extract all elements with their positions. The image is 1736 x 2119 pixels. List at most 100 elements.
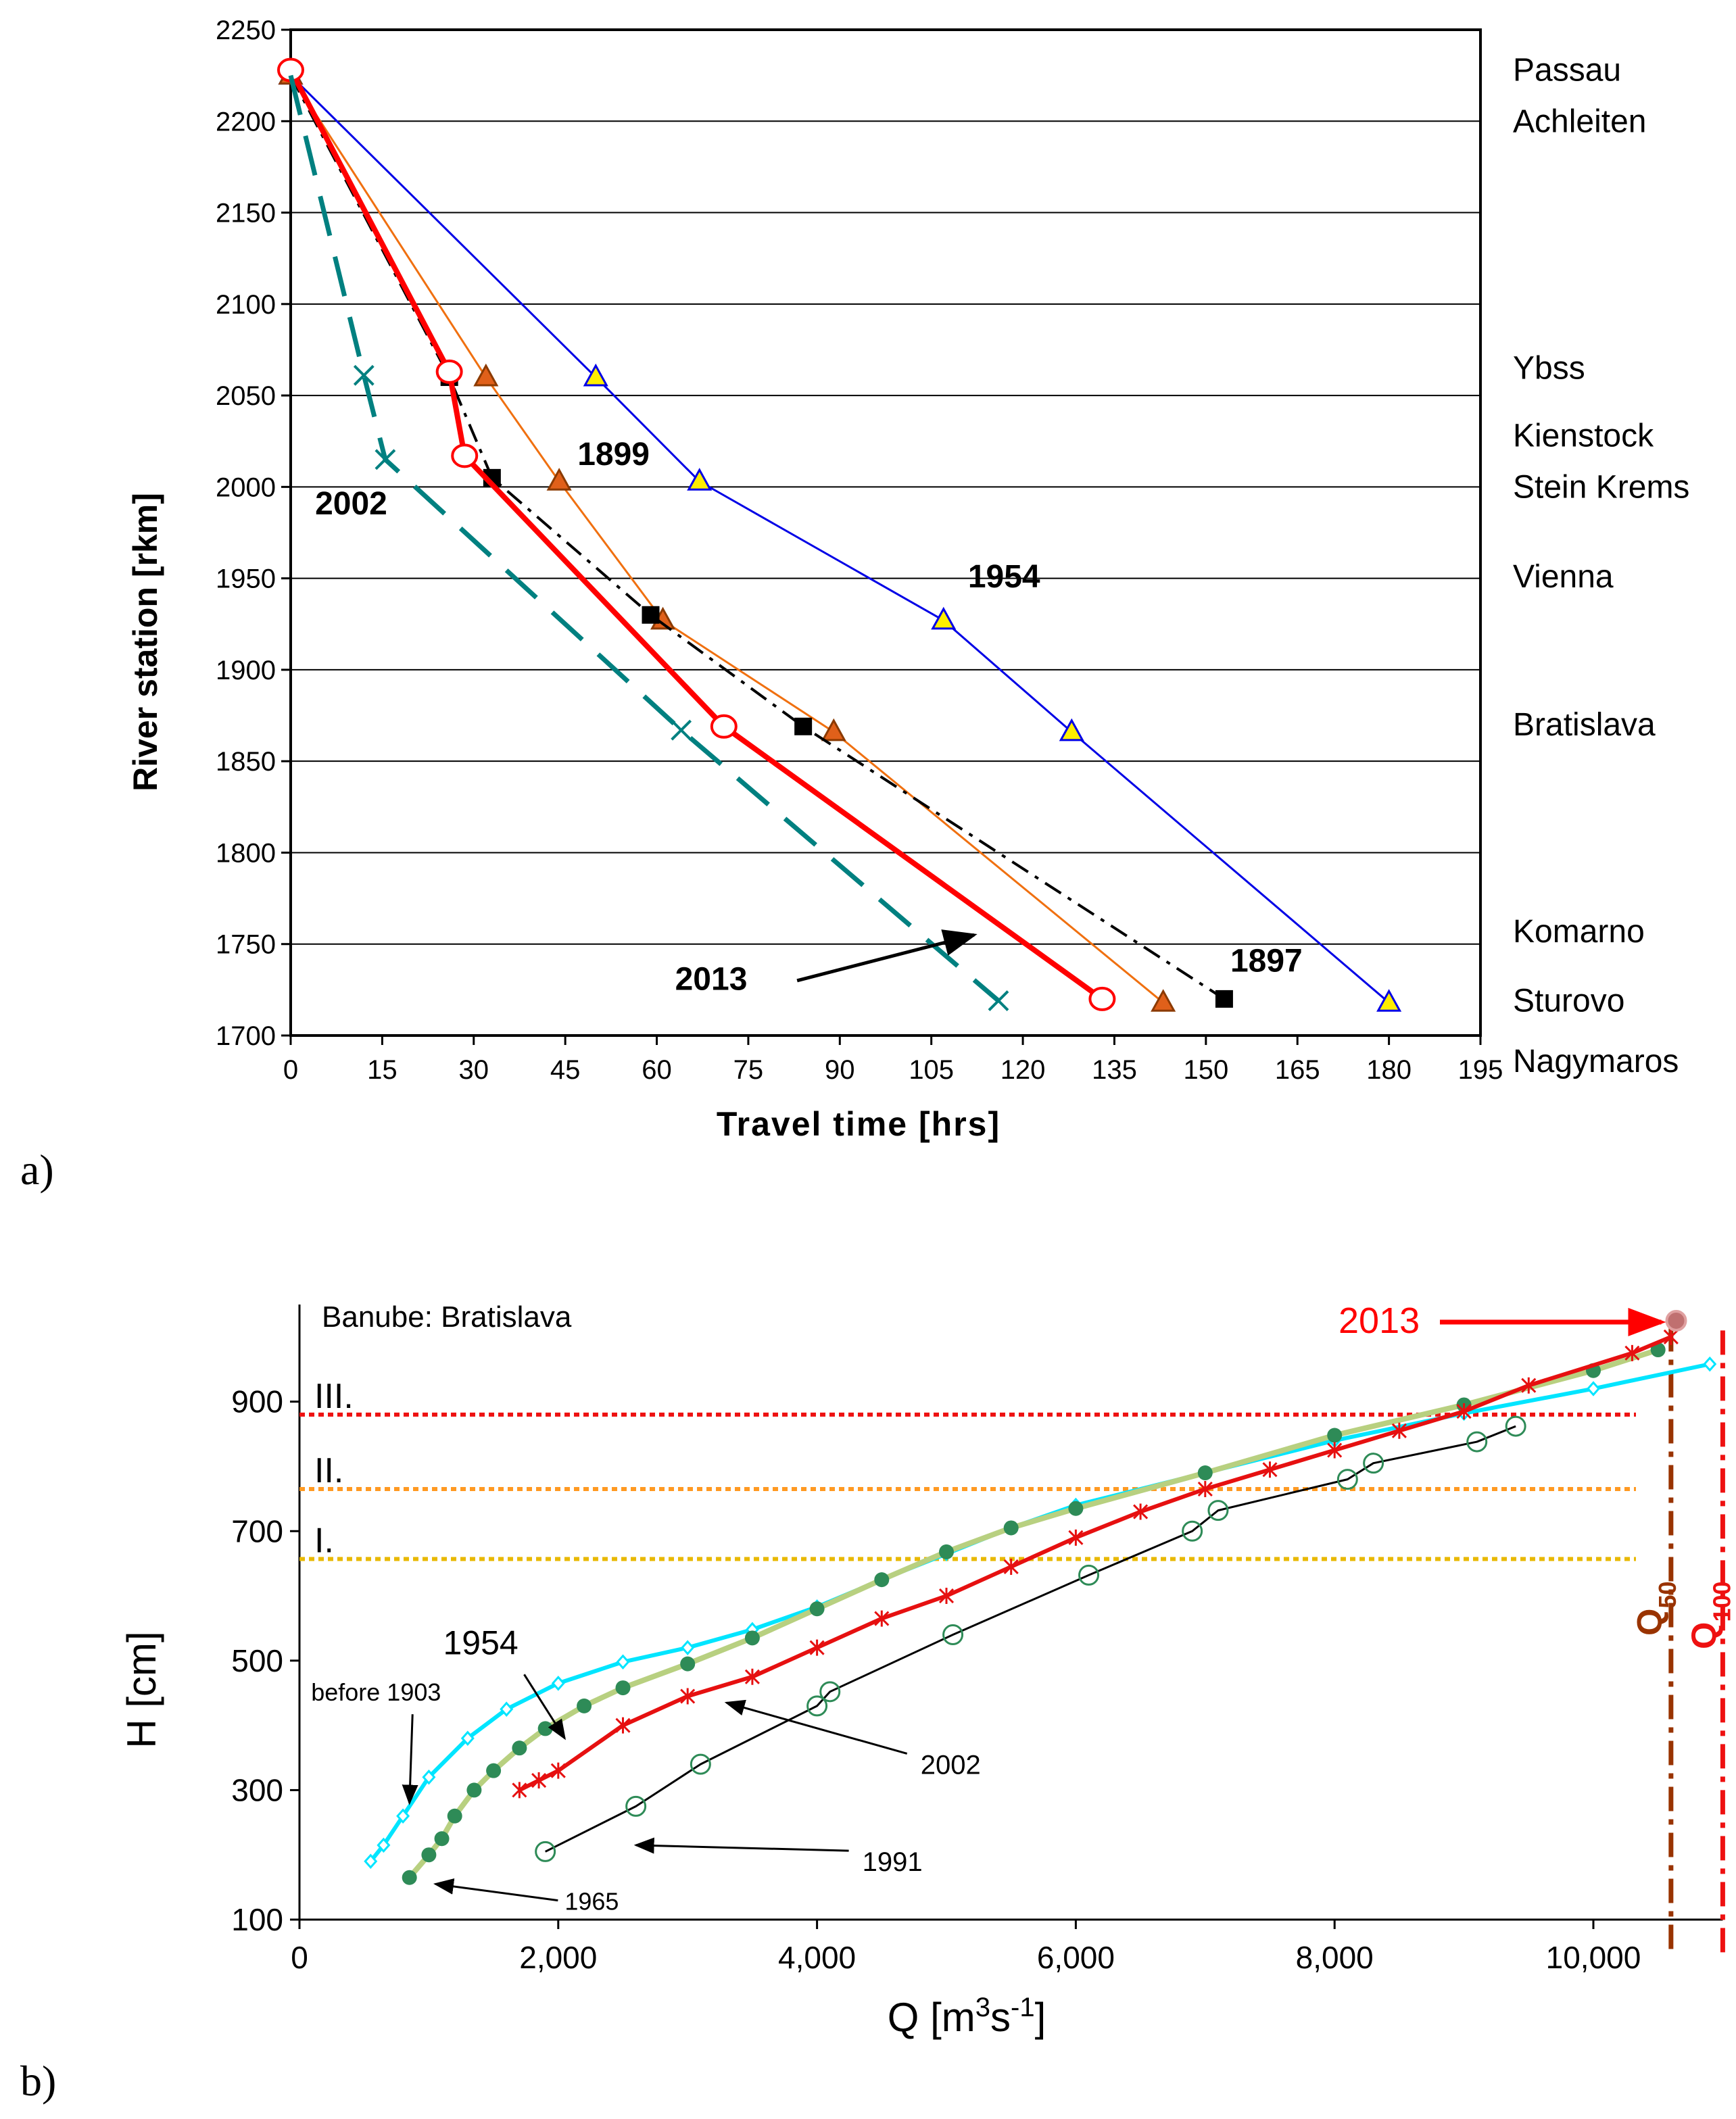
point-1954-12 bbox=[809, 1601, 825, 1617]
station-label-achleiten: Achleiten bbox=[1513, 103, 1646, 139]
point-2002-1 bbox=[531, 1772, 547, 1789]
threshold-label-i: I. bbox=[314, 1521, 334, 1560]
tick-label-x-180: 180 bbox=[1366, 1055, 1412, 1085]
point-1954-2 bbox=[434, 1831, 450, 1847]
chart-a-x-axis-label: Travel time [hrs] bbox=[717, 1105, 1000, 1143]
point-1897-4 bbox=[794, 717, 813, 735]
point-2002-6 bbox=[809, 1639, 825, 1656]
annotation-label-2002: 2002 bbox=[921, 1750, 981, 1780]
tick-label-x-150: 150 bbox=[1183, 1055, 1228, 1085]
series-line-2002 bbox=[519, 1335, 1672, 1793]
tick-label-y-2150: 2150 bbox=[216, 199, 276, 228]
discharge-label-q-sub: 100 bbox=[1708, 1581, 1735, 1622]
point-2002-7 bbox=[874, 1610, 890, 1627]
point-before-1903-2 bbox=[396, 1808, 410, 1824]
station-label-kienstock: Kienstock bbox=[1513, 418, 1654, 454]
point-2002-0 bbox=[512, 1782, 527, 1799]
tick-label-y-2000: 2000 bbox=[216, 472, 276, 502]
tick-label-y-2050: 2050 bbox=[216, 381, 276, 411]
point-2002-16 bbox=[1456, 1403, 1472, 1420]
point-1954-16 bbox=[1068, 1501, 1084, 1516]
point-before-1903-4 bbox=[460, 1730, 475, 1747]
station-label-passau: Passau bbox=[1513, 53, 1621, 89]
point-1954-1 bbox=[583, 363, 608, 387]
chart-b-2013-peak: 2013 bbox=[1339, 1300, 1687, 1341]
annotation-arrow-before-1903 bbox=[402, 1714, 418, 1805]
chart-b-axes bbox=[298, 1305, 1723, 1921]
point-2002-1 bbox=[353, 364, 375, 386]
x-label-end: ] bbox=[1035, 1995, 1046, 2040]
tick-label-y-1750: 1750 bbox=[216, 930, 276, 960]
point-before-1903-7 bbox=[616, 1654, 630, 1670]
discharge-label-q-sub: 50 bbox=[1653, 1582, 1681, 1609]
peak-2013-marker bbox=[1665, 1309, 1687, 1332]
point-1899-4 bbox=[821, 718, 846, 741]
point-before-1903-3 bbox=[422, 1770, 436, 1785]
chart-a: 1700175018001850190019502000205021002150… bbox=[20, 16, 1689, 1194]
series-label-2002: 2002 bbox=[315, 486, 387, 522]
point-1954-3 bbox=[931, 606, 957, 630]
point-2002-2 bbox=[375, 449, 396, 470]
series-line-2013 bbox=[288, 68, 1104, 1002]
point-1991-3 bbox=[806, 1695, 828, 1717]
series-line-1954 bbox=[407, 1347, 1659, 1880]
annotation-arrow-1991 bbox=[633, 1837, 849, 1854]
point-1954-15 bbox=[1003, 1520, 1019, 1536]
tick-label-x-6000: 6,000 bbox=[1037, 1940, 1115, 1975]
point-1897-5 bbox=[1215, 990, 1233, 1008]
point-2002-5 bbox=[744, 1668, 760, 1685]
series-line-2002 bbox=[288, 74, 1000, 1003]
point-before-1903-1 bbox=[377, 1837, 391, 1853]
point-1954-21 bbox=[1650, 1342, 1666, 1358]
tick-label-y-2200: 2200 bbox=[216, 107, 276, 137]
point-1954-0 bbox=[402, 1870, 417, 1885]
point-2002-14 bbox=[1327, 1442, 1343, 1459]
annotation-label-before-1903: before 1903 bbox=[311, 1678, 441, 1706]
chart-b-y-axis-label: H [cm] bbox=[119, 1631, 164, 1748]
discharge-label-q-base: Q bbox=[1685, 1622, 1724, 1649]
station-label-ybss: Ybss bbox=[1513, 351, 1585, 387]
tick-label-x-60: 60 bbox=[642, 1055, 672, 1085]
point-1954-14 bbox=[939, 1544, 954, 1559]
series-line-1899 bbox=[289, 74, 1164, 1004]
tick-label-x-90: 90 bbox=[825, 1055, 855, 1085]
tick-label-y-1850: 1850 bbox=[216, 747, 276, 777]
point-1954-6 bbox=[512, 1740, 527, 1756]
point-2002-13 bbox=[1262, 1461, 1278, 1478]
threshold-label-ii: II. bbox=[314, 1451, 343, 1490]
chart-a-series bbox=[277, 57, 1402, 1012]
discharge-label-q-base: Q bbox=[1631, 1609, 1670, 1636]
tick-label-y-2250: 2250 bbox=[216, 16, 276, 45]
panel-label-b: b) bbox=[20, 2057, 56, 2105]
tick-label-y-1700: 1700 bbox=[216, 1021, 276, 1051]
tick-label-y-100: 100 bbox=[231, 1902, 283, 1937]
point-1954-17 bbox=[1197, 1465, 1213, 1481]
point-2013-3 bbox=[710, 714, 738, 739]
point-1954-8 bbox=[577, 1698, 592, 1713]
x-label-mid: s bbox=[990, 1995, 1011, 2040]
tick-label-x-8000: 8,000 bbox=[1296, 1940, 1374, 1975]
point-1991-5 bbox=[942, 1624, 964, 1646]
x-label-sup: 3 bbox=[975, 1993, 990, 2022]
series-label-1899: 1899 bbox=[577, 437, 650, 472]
chart-a-station-labels: Passau Achleiten Ybss Kienstock Stein Krems V… bbox=[1513, 53, 1689, 1079]
point-before-1903-8 bbox=[681, 1640, 695, 1655]
point-2002-2 bbox=[550, 1762, 566, 1779]
series-label-1954: 1954 bbox=[968, 559, 1040, 595]
station-label-nagymaros: Nagymaros bbox=[1513, 1044, 1679, 1079]
point-before-1903-19 bbox=[1703, 1356, 1717, 1372]
point-2002-12 bbox=[1197, 1481, 1213, 1497]
chart-b-threshold-lines: III. II. I. bbox=[299, 1377, 1636, 1561]
tick-label-y-900: 900 bbox=[231, 1384, 283, 1419]
tick-label-x-105: 105 bbox=[909, 1055, 954, 1085]
point-1954-5 bbox=[1376, 989, 1402, 1012]
threshold-label-iii: III. bbox=[314, 1377, 354, 1416]
tick-label-x-0: 0 bbox=[291, 1940, 308, 1975]
point-2013-4 bbox=[1088, 986, 1116, 1011]
point-1991-11 bbox=[1466, 1431, 1488, 1453]
peak-2013-label: 2013 bbox=[1339, 1300, 1420, 1341]
point-before-1903-18 bbox=[1586, 1381, 1601, 1396]
point-2002-4 bbox=[988, 990, 1009, 1012]
series-line-before-1903 bbox=[368, 1362, 1710, 1863]
